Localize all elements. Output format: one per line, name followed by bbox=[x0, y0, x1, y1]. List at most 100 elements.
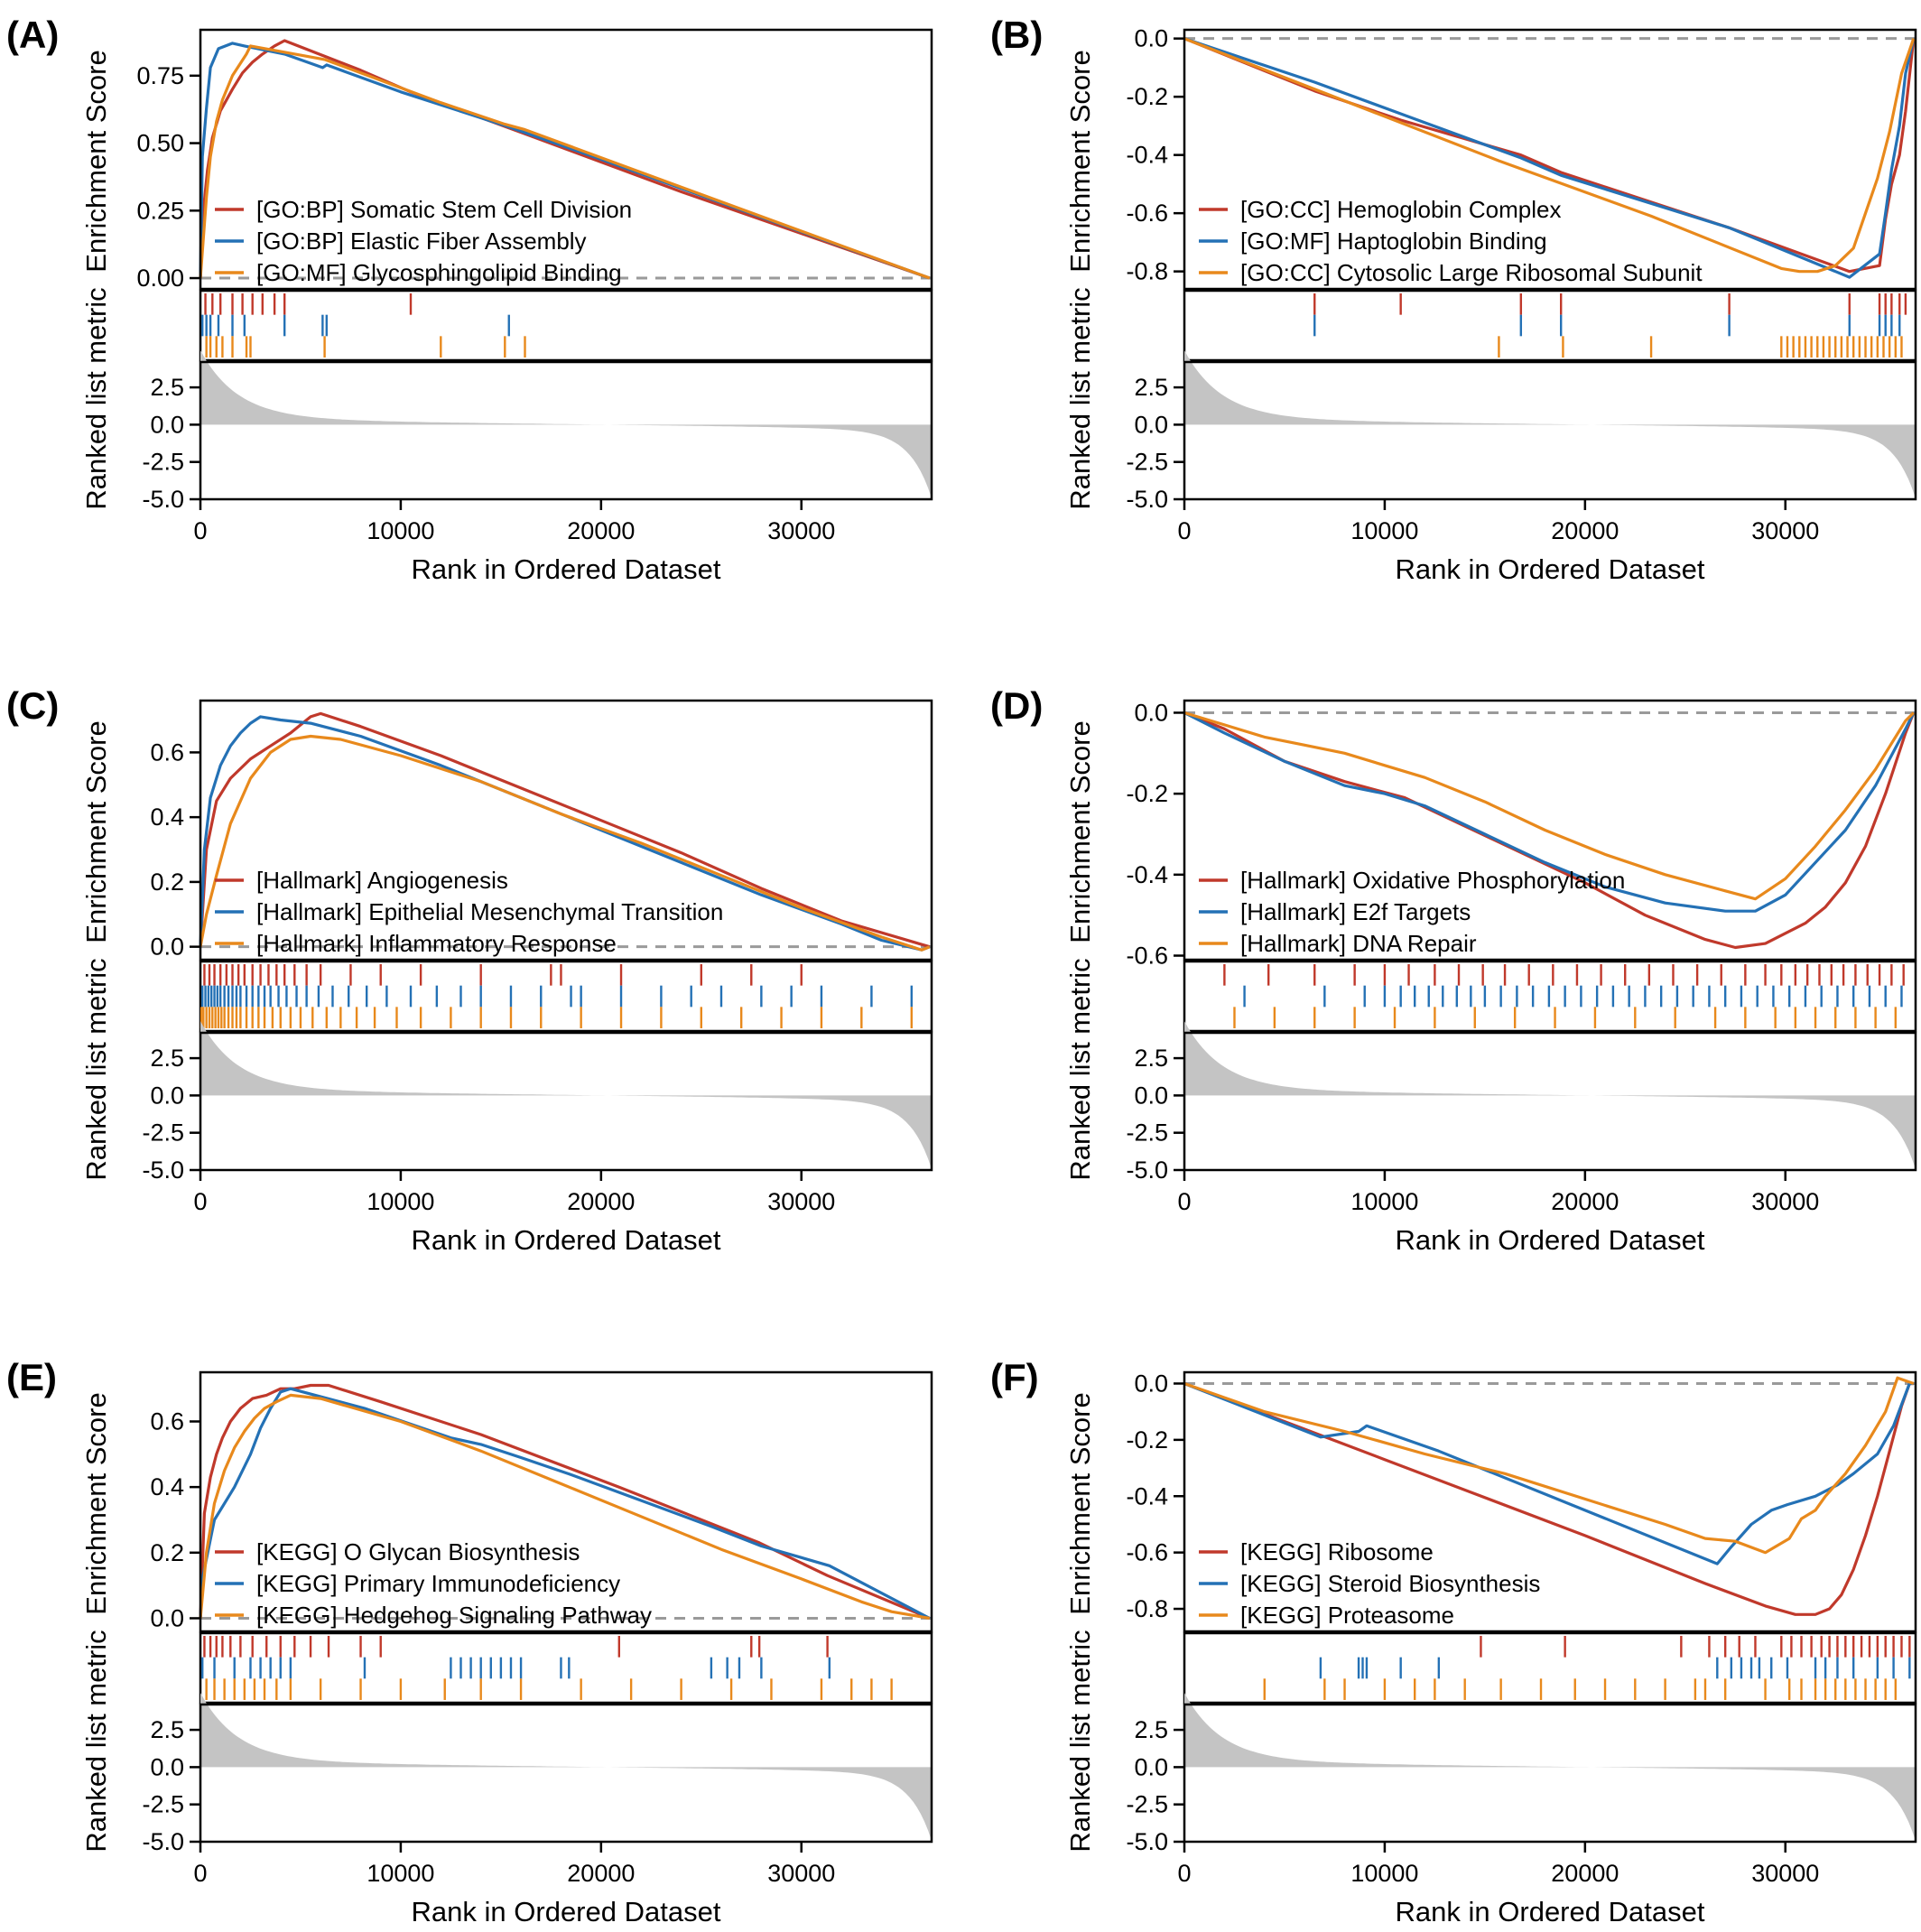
x-axis-title: Rank in Ordered Dataset bbox=[1396, 1224, 1705, 1256]
es-y-tick-label: 0.00 bbox=[136, 265, 184, 292]
x-tick-label: 20000 bbox=[1551, 1860, 1619, 1887]
legend-entry-1: [GO:BP] Somatic Stem Cell Division bbox=[256, 196, 632, 223]
metric-y-axis-title: Ranked list metric bbox=[1064, 287, 1096, 509]
x-axis-title: Rank in Ordered Dataset bbox=[412, 1896, 721, 1927]
panel-b: (B) [GO:CC] Hemoglobin Complex [GO:MF] Hap… bbox=[990, 14, 1917, 585]
legend: [Hallmark] Oxidative Phosphorylation [Hal… bbox=[1199, 867, 1625, 957]
enrichment-score-plot: [KEGG] O Glycan Biosynthesis [KEGG] Prima… bbox=[80, 1370, 933, 1633]
es-y-tick-label: 0.75 bbox=[136, 62, 184, 89]
metric-plot-frame bbox=[1183, 1703, 1917, 1844]
metric-y-tick-label: 2.5 bbox=[1134, 1045, 1168, 1072]
es-line-series-2 bbox=[199, 1387, 931, 1620]
es-line-series-2 bbox=[1183, 1381, 1914, 1565]
ranked-metric-plot: 2.5 0.0 -2.5 -5.0 Ranked list metric 0 10000 20… bbox=[1064, 958, 1917, 1256]
es-y-tick-label: 0.2 bbox=[150, 1539, 184, 1566]
es-y-axis-title: Enrichment Score bbox=[1064, 720, 1096, 943]
metric-area bbox=[200, 350, 932, 498]
hit-strip-frame bbox=[199, 289, 933, 362]
x-tick-label: 10000 bbox=[1350, 1188, 1418, 1215]
es-line-series-3 bbox=[199, 734, 931, 952]
legend-entry-2: [Hallmark] Epithelial Mesenchymal Transi… bbox=[256, 898, 723, 925]
metric-y-tick-label: -5.0 bbox=[142, 1828, 184, 1855]
metric-y-tick-label: 0.0 bbox=[150, 411, 184, 438]
metric-y-tick-label: -2.5 bbox=[142, 1791, 184, 1818]
es-plot-frame bbox=[199, 28, 933, 291]
metric-y-tick-label: 0.0 bbox=[150, 1753, 184, 1780]
es-plot-area bbox=[200, 1372, 932, 1631]
es-y-tick-label: 0.25 bbox=[136, 197, 184, 224]
legend-entry-1: [GO:CC] Hemoglobin Complex bbox=[1240, 196, 1561, 223]
metric-area bbox=[200, 1021, 932, 1169]
hit-strip-frame bbox=[1183, 1631, 1917, 1704]
metric-y-tick-label: -5.0 bbox=[142, 1156, 184, 1184]
metric-y-axis-title: Ranked list metric bbox=[80, 1630, 112, 1852]
x-axis-title: Rank in Ordered Dataset bbox=[412, 1224, 721, 1256]
metric-plot-area bbox=[1184, 1033, 1916, 1170]
ranked-metric-plot: 2.5 0.0 -2.5 -5.0 Ranked list metric 0 10000 20… bbox=[1064, 287, 1917, 585]
ranked-metric-plot: 2.5 0.0 -2.5 -5.0 Ranked list metric 0 10000 20… bbox=[80, 958, 933, 1256]
legend-entry-2: [Hallmark] E2f Targets bbox=[1240, 898, 1471, 925]
metric-y-tick-label: -5.0 bbox=[1126, 1828, 1168, 1855]
es-line-series-3 bbox=[1183, 711, 1915, 901]
metric-y-tick-label: 0.0 bbox=[1134, 411, 1168, 438]
legend-entry-1: [KEGG] Ribosome bbox=[1240, 1538, 1434, 1565]
es-line-series-1 bbox=[199, 711, 931, 949]
x-tick-label: 20000 bbox=[1551, 517, 1619, 544]
metric-plot-area bbox=[200, 362, 932, 499]
x-tick-label: 0 bbox=[193, 1188, 207, 1215]
es-plot-area bbox=[200, 701, 932, 960]
x-tick-label: 20000 bbox=[1551, 1188, 1619, 1215]
es-y-tick-label: 0.6 bbox=[150, 1407, 184, 1435]
metric-y-tick-label: 2.5 bbox=[1134, 374, 1168, 401]
enrichment-score-plot: [GO:CC] Hemoglobin Complex [GO:MF] Haptog… bbox=[1064, 25, 1917, 291]
metric-plot-area bbox=[200, 1033, 932, 1170]
x-tick-label: 10000 bbox=[367, 1188, 434, 1215]
legend-entry-3: [GO:CC] Cytosolic Large Ribosomal Subuni… bbox=[1240, 259, 1703, 286]
metric-area bbox=[1184, 1693, 1916, 1841]
x-tick-label: 0 bbox=[1177, 1860, 1191, 1887]
metric-area bbox=[200, 1693, 932, 1841]
metric-y-tick-label: -2.5 bbox=[142, 449, 184, 476]
panel-label: (A) bbox=[6, 14, 59, 56]
x-tick-label: 30000 bbox=[767, 1188, 835, 1215]
hit-strip-frame bbox=[199, 1631, 933, 1704]
metric-y-tick-label: 0.0 bbox=[150, 1082, 184, 1109]
metric-area bbox=[1184, 1021, 1916, 1169]
legend-entry-1: [Hallmark] Angiogenesis bbox=[256, 867, 508, 894]
gene-hit-strip bbox=[1183, 289, 1917, 362]
es-y-tick-label: -0.8 bbox=[1126, 1595, 1168, 1622]
ranked-metric-plot: 2.5 0.0 -2.5 -5.0 Ranked list metric 0 10000 20… bbox=[80, 1630, 933, 1927]
es-plot-frame bbox=[199, 1370, 933, 1633]
es-y-tick-label: 0.2 bbox=[150, 868, 184, 896]
legend-entry-1: [Hallmark] Oxidative Phosphorylation bbox=[1240, 867, 1625, 894]
x-tick-label: 20000 bbox=[567, 1860, 635, 1887]
metric-y-axis-title: Ranked list metric bbox=[1064, 958, 1096, 1180]
es-y-tick-label: -0.4 bbox=[1126, 1482, 1168, 1509]
es-line-series-2 bbox=[1183, 37, 1916, 279]
metric-plot-area bbox=[1184, 362, 1916, 499]
legend-entry-1: [KEGG] O Glycan Biosynthesis bbox=[256, 1538, 580, 1565]
metric-plot-area bbox=[1184, 1704, 1916, 1842]
es-line-series-2 bbox=[199, 42, 931, 280]
legend-entry-3: [Hallmark] DNA Repair bbox=[1240, 930, 1477, 957]
es-y-tick-label: -0.6 bbox=[1126, 1539, 1168, 1566]
es-y-tick-label: -0.4 bbox=[1126, 142, 1168, 169]
legend: [KEGG] Ribosome [KEGG] Steroid Biosynthes… bbox=[1199, 1538, 1540, 1629]
es-y-tick-label: -0.2 bbox=[1126, 83, 1168, 110]
metric-area bbox=[1184, 350, 1916, 498]
es-y-tick-label: 0.0 bbox=[1134, 699, 1168, 726]
es-y-axis-title: Enrichment Score bbox=[80, 1392, 112, 1614]
gene-hit-strip bbox=[1183, 960, 1917, 1033]
enrichment-score-plot: [Hallmark] Oxidative Phosphorylation [Hal… bbox=[1064, 699, 1917, 970]
legend-entry-3: [KEGG] Proteasome bbox=[1240, 1602, 1454, 1629]
es-y-tick-label: -0.2 bbox=[1126, 1426, 1168, 1454]
metric-plot-frame bbox=[199, 360, 933, 501]
legend: [KEGG] O Glycan Biosynthesis [KEGG] Prima… bbox=[215, 1538, 652, 1629]
panel-c: (C) [Hallmark] Angiogenesis [Hallmark] Epi… bbox=[6, 684, 933, 1256]
es-line-series-2 bbox=[1183, 711, 1916, 913]
panel-label: (D) bbox=[990, 684, 1043, 727]
enrichment-score-plot: [GO:BP] Somatic Stem Cell Division [GO:BP… bbox=[80, 28, 933, 292]
metric-y-tick-label: -2.5 bbox=[1126, 449, 1168, 476]
x-tick-label: 0 bbox=[1177, 517, 1191, 544]
es-y-axis-title: Enrichment Score bbox=[80, 720, 112, 943]
